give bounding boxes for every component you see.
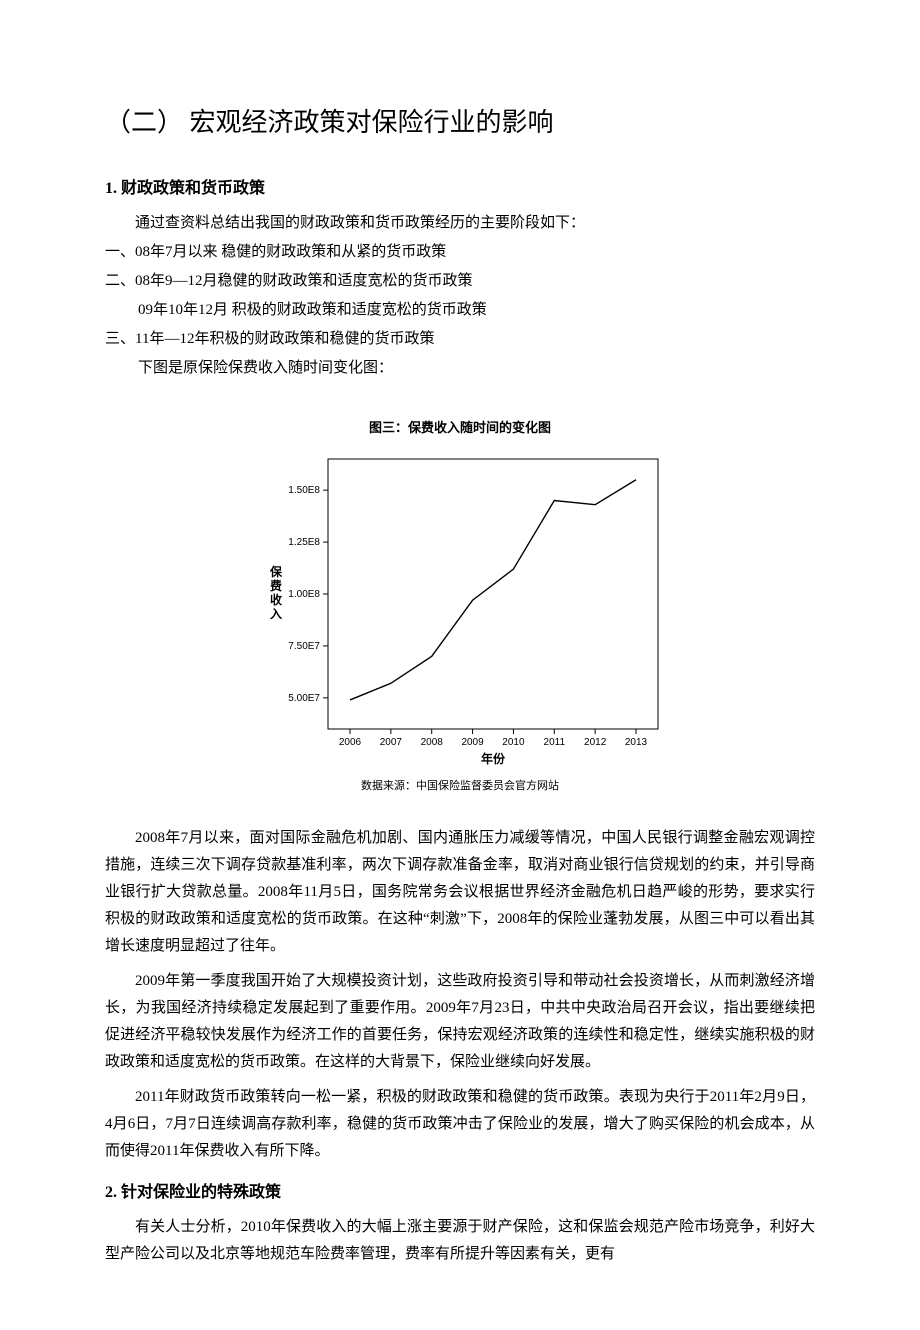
paragraph-2010: 有关人士分析，2010年保费收入的大幅上涨主要源于财产保险，这和保监会规范产险市… xyxy=(105,1214,815,1268)
svg-text:2013: 2013 xyxy=(625,737,648,748)
policy-line-2: 二、08年9—12月稳健的财政政策和适度宽松的货币政策 xyxy=(105,268,815,295)
svg-text:费: 费 xyxy=(270,578,282,593)
svg-text:7.50E7: 7.50E7 xyxy=(288,641,320,652)
paragraph-2008: 2008年7月以来，面对国际金融危机加剧、国内通胀压力减缓等情况，中国人民银行调… xyxy=(105,825,815,960)
policy-line-3: 三、11年—12年积极的财政政策和稳健的货币政策 xyxy=(105,326,815,353)
svg-text:保: 保 xyxy=(269,564,283,579)
svg-text:1.00E8: 1.00E8 xyxy=(288,589,320,600)
subheading-special-policies: 2. 针对保险业的特殊政策 xyxy=(105,1179,815,1208)
svg-text:2010: 2010 xyxy=(502,737,525,748)
paragraph-2009: 2009年第一季度我国开始了大规模投资计划，这些政府投资引导和带动社会投资增长，… xyxy=(105,968,815,1076)
svg-text:2006: 2006 xyxy=(339,737,362,748)
svg-text:2011: 2011 xyxy=(544,737,566,748)
subheading-fiscal-monetary: 1. 财政政策和货币政策 xyxy=(105,175,815,204)
policy-line-2b: 09年10年12月 积极的财政政策和适度宽松的货币政策 xyxy=(105,297,815,324)
chart-title: 图三：保费收入随时间的变化图 xyxy=(105,416,815,439)
svg-text:入: 入 xyxy=(270,607,282,621)
svg-text:2012: 2012 xyxy=(584,737,607,748)
svg-text:1.50E8: 1.50E8 xyxy=(288,485,320,496)
chart-container: 5.00E7 7.50E7 1.00E8 1.25E8 1.50E8 2006 2007 20… xyxy=(240,447,680,773)
svg-text:2008: 2008 xyxy=(421,737,444,748)
svg-text:5.00E7: 5.00E7 xyxy=(288,693,320,704)
svg-text:2009: 2009 xyxy=(461,737,484,748)
svg-text:2007: 2007 xyxy=(380,737,403,748)
intro-text: 通过查资料总结出我国的财政政策和货币政策经历的主要阶段如下： xyxy=(105,210,815,237)
section-heading: （二） 宏观经济政策对保险行业的影响 xyxy=(105,100,815,147)
policy-line-1: 一、08年7月以来 稳健的财政政策和从紧的货币政策 xyxy=(105,239,815,266)
paragraph-2011: 2011年财政货币政策转向一松一紧，积极的财政政策和稳健的货币政策。表现为央行于… xyxy=(105,1084,815,1165)
svg-text:收: 收 xyxy=(270,592,282,607)
chart-source: 数据来源：中国保险监督委员会官方网站 xyxy=(105,777,815,797)
policy-caption-line: 下图是原保险保费收入随时间变化图： xyxy=(105,355,815,382)
svg-text:年份: 年份 xyxy=(481,751,506,766)
svg-text:1.25E8: 1.25E8 xyxy=(288,537,320,548)
line-chart: 5.00E7 7.50E7 1.00E8 1.25E8 1.50E8 2006 2007 20… xyxy=(250,447,670,773)
